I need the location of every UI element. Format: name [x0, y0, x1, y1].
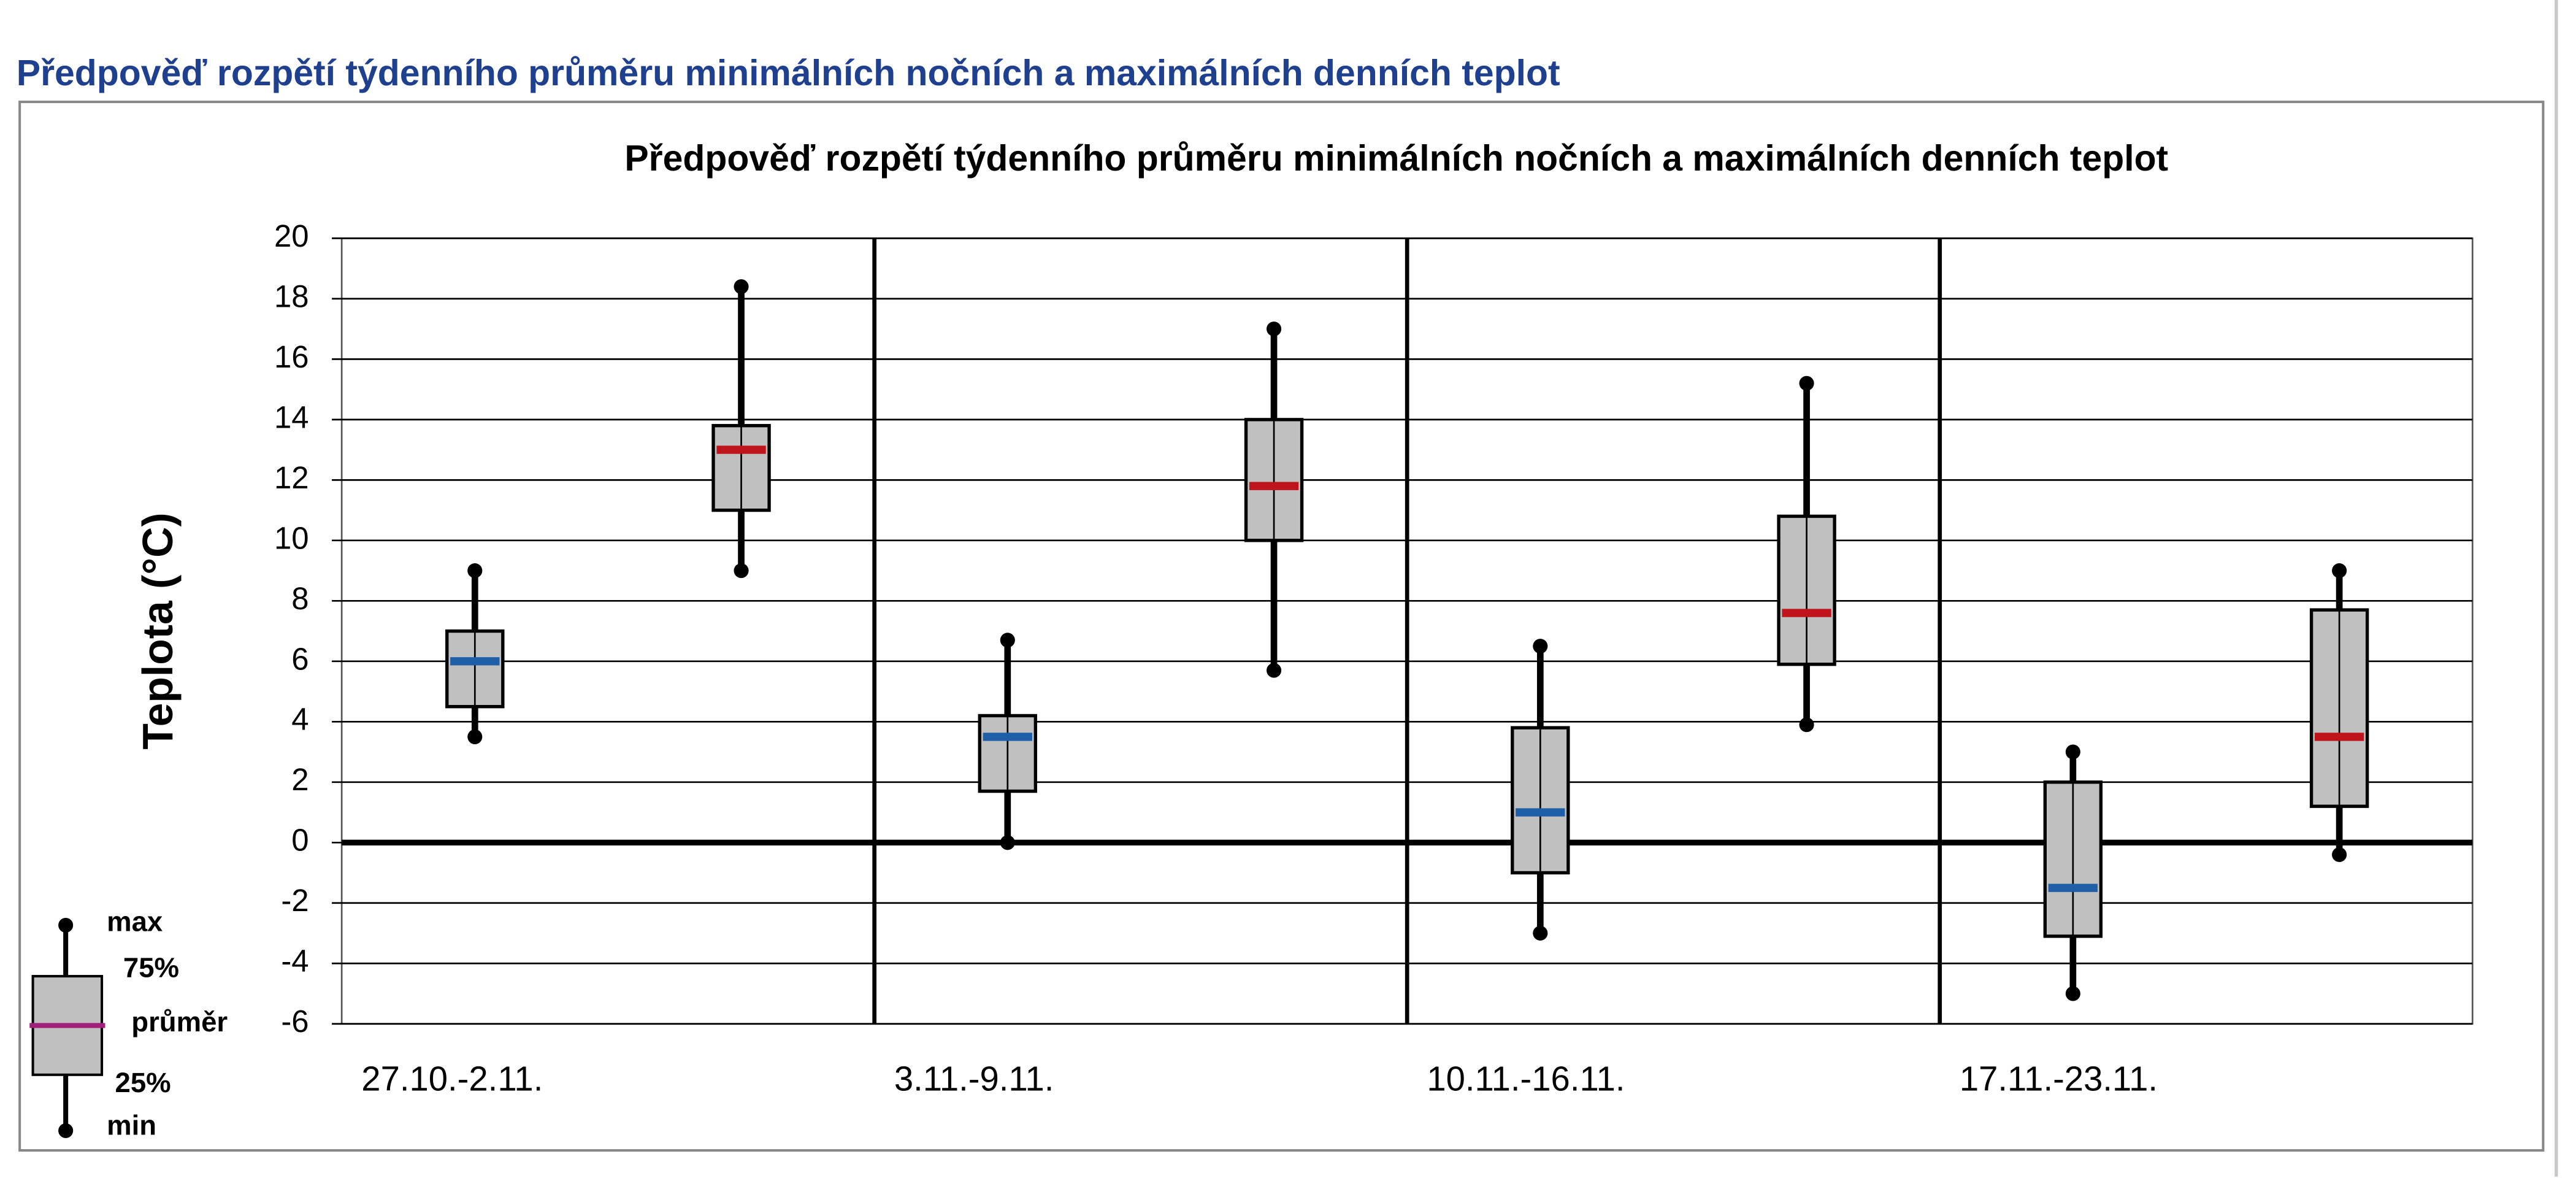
x-tick-label: 17.11.-23.11.: [1960, 1059, 2158, 1098]
legend-label: průměr: [131, 1006, 228, 1037]
x-tick-label: 10.11.-16.11.: [1427, 1059, 1625, 1098]
min-dot: [467, 729, 483, 744]
max-dot: [1000, 633, 1015, 648]
y-axis-label: Teplota (°C): [134, 512, 182, 749]
chart-title: Předpověď rozpětí týdenního průměru mini…: [624, 139, 2168, 179]
legend-dot: [58, 1123, 74, 1138]
max-dot: [1533, 639, 1548, 654]
min-dot: [1267, 663, 1282, 678]
y-tick-label: 0: [291, 823, 309, 858]
min-dot: [2065, 986, 2080, 1001]
min-dot: [1799, 717, 1814, 733]
y-tick-label: -2: [281, 883, 309, 918]
y-tick-label: 14: [274, 399, 309, 434]
y-tick-label: 6: [291, 641, 309, 676]
legend-label: 75%: [123, 952, 179, 983]
y-tick-label: 4: [291, 702, 309, 737]
y-tick-label: 2: [291, 762, 309, 797]
y-tick-label: -4: [281, 944, 309, 979]
y-tick-label: -6: [281, 1004, 309, 1039]
min-dot: [2332, 847, 2347, 863]
y-tick-label: 12: [274, 460, 309, 495]
y-tick-label: 10: [274, 520, 309, 555]
max-dot: [2065, 744, 2080, 760]
legend-label: min: [107, 1110, 156, 1141]
min-dot: [734, 563, 749, 579]
y-tick-label: 16: [274, 339, 309, 374]
max-dot: [1267, 321, 1282, 337]
y-tick-label: 18: [274, 279, 309, 314]
legend-label: max: [107, 906, 163, 937]
page-heading: Předpověď rozpětí týdenního průměru mini…: [17, 53, 1560, 93]
min-dot: [1533, 925, 1548, 941]
x-tick-label: 27.10.-2.11.: [361, 1059, 543, 1098]
legend-dot: [58, 917, 74, 933]
min-dot: [1000, 835, 1015, 850]
max-dot: [1799, 375, 1814, 391]
max-dot: [467, 563, 483, 579]
max-dot: [2332, 563, 2347, 579]
x-tick-label: 3.11.-9.11.: [894, 1059, 1054, 1098]
max-dot: [734, 279, 749, 294]
y-tick-label: 8: [291, 581, 309, 616]
legend-label: 25%: [115, 1067, 171, 1098]
y-tick-label: 20: [274, 218, 309, 253]
